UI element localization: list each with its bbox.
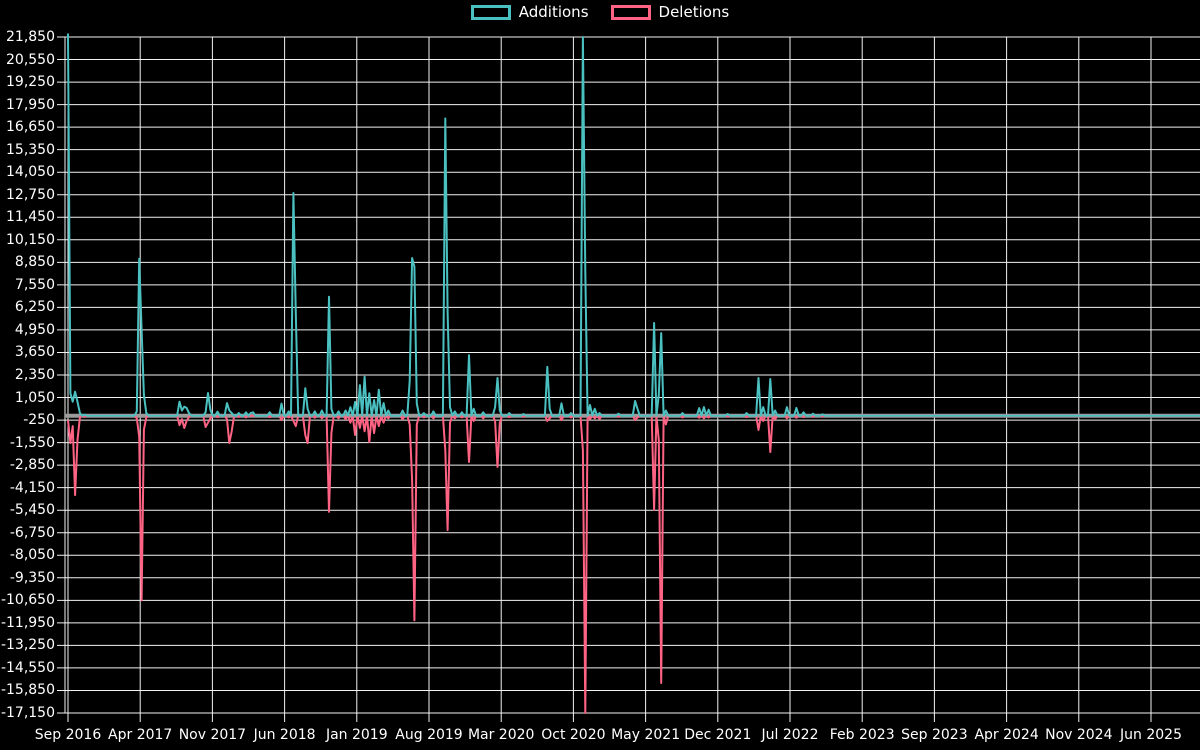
deletions-swatch-icon (610, 5, 651, 20)
x-tick-label: Nov 2024 (1045, 727, 1113, 743)
legend-item-additions[interactable]: Additions (470, 3, 589, 21)
x-tick-label: Oct 2020 (541, 727, 606, 743)
x-tick-label: Jan 2019 (325, 727, 388, 743)
y-tick-label: 8,850 (14, 254, 55, 271)
legend-item-deletions[interactable]: Deletions (610, 3, 730, 21)
y-tick-label: -5,450 (9, 502, 55, 519)
y-tick-label: 21,850 (6, 29, 55, 45)
x-tick-label: Sep 2016 (34, 727, 102, 743)
y-tick-label: -8,050 (9, 547, 55, 564)
y-tick-label: -9,350 (9, 569, 55, 586)
x-tick-label: Jul 2022 (761, 727, 819, 743)
y-tick-label: 1,050 (14, 389, 55, 406)
y-tick-label: 7,550 (14, 276, 55, 293)
y-tick-label: 12,750 (6, 186, 55, 203)
x-tick-label: Aug 2019 (395, 727, 463, 743)
y-tick-label: 20,550 (6, 51, 55, 68)
y-tick-label: 2,350 (14, 367, 55, 383)
y-tick-label: -1,550 (9, 434, 55, 451)
additions-swatch-icon (470, 5, 511, 20)
x-tick-label: Nov 2017 (178, 727, 247, 743)
y-tick-label: -11,950 (0, 614, 55, 631)
y-tick-label: -14,550 (0, 659, 55, 676)
x-tick-label: May 2021 (611, 727, 681, 743)
y-tick-label: -13,250 (0, 637, 55, 654)
chart-legend: Additions Deletions (0, 5, 1200, 20)
y-tick-label: 16,650 (6, 119, 55, 136)
x-tick-label: Apr 2024 (974, 727, 1039, 743)
x-tick-label: Jun 2025 (1120, 727, 1182, 743)
x-tick-label: Dec 2021 (684, 727, 752, 743)
y-tick-label: -250 (23, 412, 55, 429)
x-tick-label: Mar 2020 (467, 727, 535, 743)
y-tick-label: 6,250 (14, 299, 55, 316)
additions-line (67, 33, 1200, 417)
y-tick-label: 14,050 (6, 164, 55, 181)
x-tick-label: Feb 2023 (829, 727, 895, 743)
y-tick-label: 3,650 (14, 344, 55, 361)
y-tick-label: 4,950 (14, 321, 55, 338)
x-tick-label: Sep 2023 (901, 727, 968, 743)
y-tick-label: 11,450 (6, 209, 55, 226)
y-tick-label: 17,950 (6, 96, 55, 113)
legend-label-deletions: Deletions (658, 3, 730, 21)
y-tick-label: -15,850 (0, 682, 55, 699)
y-tick-label: -17,150 (0, 705, 55, 721)
x-tick-label: Apr 2017 (108, 727, 173, 743)
y-tick-label: -4,150 (9, 479, 55, 496)
y-tick-label: -2,850 (9, 457, 55, 474)
y-tick-label: 10,150 (6, 231, 55, 248)
legend-label-additions: Additions (518, 3, 589, 21)
y-tick-label: -6,750 (9, 524, 55, 541)
y-tick-label: 15,350 (6, 141, 55, 158)
x-tick-label: Jun 2018 (253, 727, 316, 743)
y-tick-label: 19,250 (6, 74, 55, 91)
y-tick-label: -10,650 (0, 592, 55, 609)
